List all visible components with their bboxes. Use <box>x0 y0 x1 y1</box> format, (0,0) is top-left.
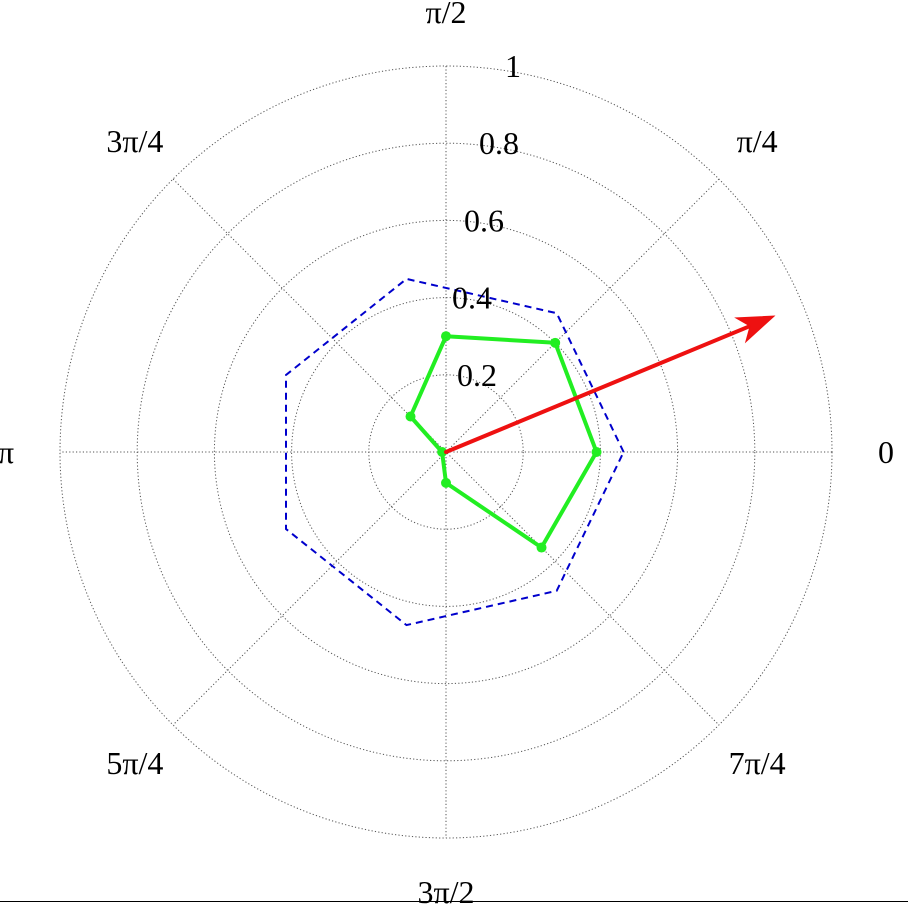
r-tick-label: 1 <box>505 48 521 84</box>
theta-tick-label: 7π/4 <box>729 745 786 781</box>
theta-tick-label: 3π/4 <box>106 123 163 159</box>
r-tick-label: 0.4 <box>452 280 492 316</box>
theta-tick-label: 0 <box>878 434 894 470</box>
arrow-head <box>734 315 776 344</box>
radial-gridline-2 <box>213 219 679 685</box>
series-solid-line <box>408 334 599 550</box>
series-marker-point <box>437 447 448 458</box>
theta-tick-label: 3π/2 <box>417 874 474 907</box>
series-marker-point <box>536 542 547 553</box>
series-marker-point <box>550 337 561 348</box>
theta-tick-label: π/4 <box>737 123 778 159</box>
angular-gridline-1 <box>172 178 720 726</box>
r-tick-label: 0.6 <box>464 202 504 238</box>
series-marker-point <box>441 477 452 488</box>
theta-tick-label: π <box>0 434 14 470</box>
theta-tick-label: π/2 <box>425 0 466 30</box>
r-tick-label: 0.8 <box>479 125 519 161</box>
theta-tick-label: 5π/4 <box>106 745 163 781</box>
series-marker-point <box>591 447 602 457</box>
bottom-border-line <box>0 901 908 902</box>
r-tick-label: 0.2 <box>457 357 497 393</box>
angular-gridline-3 <box>172 178 720 726</box>
arrow-layer <box>444 315 776 454</box>
series-marker-point <box>405 411 416 422</box>
series-layer <box>285 277 625 627</box>
series-marker-point <box>440 331 451 342</box>
arrow-shaft <box>444 324 751 454</box>
